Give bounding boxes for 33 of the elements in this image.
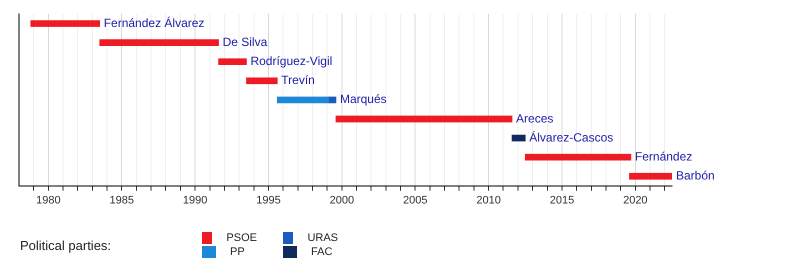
bar [328, 96, 336, 104]
legend-label: FAC [311, 246, 332, 258]
y-tick-label: Areces [516, 111, 554, 126]
x-tick-label: 1990 [182, 194, 208, 206]
legend-label: URAS [307, 232, 338, 244]
x-tick-label: 2005 [402, 194, 428, 206]
x-tick-label: 2020 [623, 194, 648, 206]
y-tick-label: Rodríguez-Vigil [250, 54, 332, 68]
bar [276, 96, 329, 104]
bar [30, 20, 100, 27]
y-tick-label: Fernández Álvarez [104, 16, 204, 30]
bar [218, 58, 247, 66]
y-tick-label: Marqués [340, 92, 387, 106]
x-tick-label: 1985 [109, 194, 134, 206]
x-tick-label: 2015 [550, 194, 574, 206]
bar [336, 116, 512, 122]
x-tick-label: 1995 [256, 194, 281, 206]
bar [629, 172, 672, 180]
y-tick-label: Fernández [634, 149, 692, 164]
y-tick-label: Barbón [676, 168, 715, 183]
x-tick-label: 2000 [330, 194, 354, 206]
legend-title: Political parties: [20, 238, 112, 252]
bar [246, 77, 278, 84]
bar [99, 39, 219, 46]
legend-label: PP [230, 246, 245, 258]
bar [524, 154, 632, 160]
y-tick-label: De Silva [222, 34, 268, 49]
y-tick-label: Álvarez-Cascos [529, 130, 614, 144]
x-tick-label: 2010 [476, 194, 501, 206]
x-tick-label: 1980 [36, 194, 61, 206]
y-tick-label: Trevín [281, 73, 315, 88]
legend-label: PSOE [226, 232, 257, 244]
bar [512, 134, 526, 142]
